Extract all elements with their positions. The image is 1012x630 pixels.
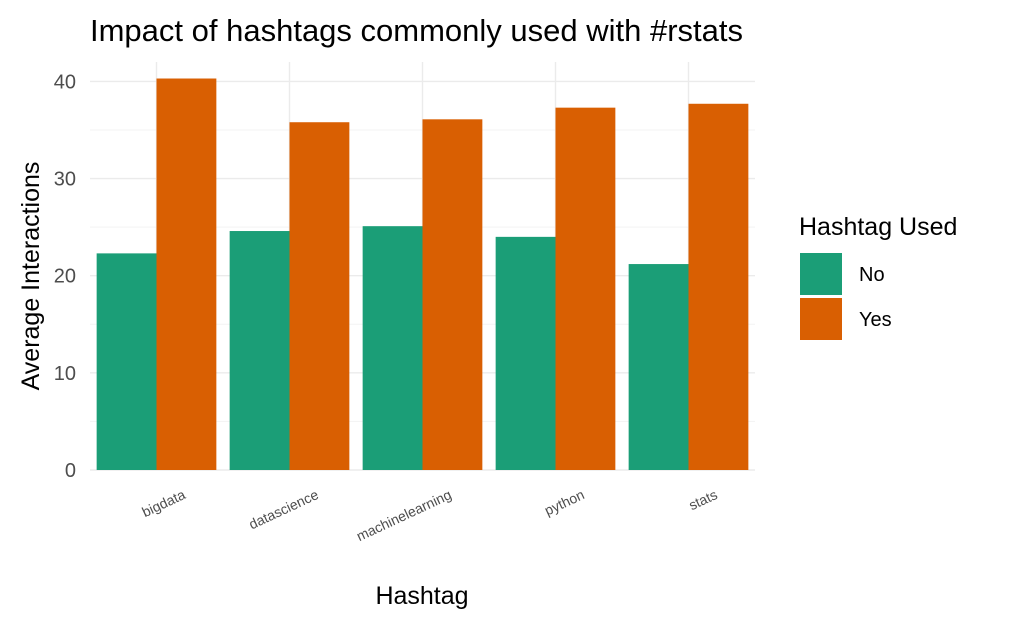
bar-bigdata-no	[96, 253, 157, 470]
bar-datascience-no	[229, 231, 290, 470]
x-tick-label: stats	[686, 486, 720, 513]
x-tick-label: bigdata	[139, 486, 188, 520]
legend-label-yes: Yes	[859, 309, 892, 331]
y-axis-ticks: 0 10 20 30 40	[54, 71, 76, 482]
legend-title: Hashtag Used	[799, 213, 957, 241]
y-tick-label: 0	[65, 460, 76, 482]
x-tick-label: machinelearning	[354, 486, 454, 544]
chart-title: Impact of hashtags commonly used with #r…	[90, 13, 743, 48]
y-tick-label: 10	[54, 363, 76, 385]
x-tick-label: datascience	[246, 486, 321, 532]
bar-bigdata-yes	[156, 78, 217, 470]
y-tick-label: 30	[54, 169, 76, 191]
x-axis-ticks: bigdata datascience machinelearning python s…	[139, 486, 719, 544]
y-axis-title: Average Interactions	[17, 162, 45, 391]
y-tick-label: 20	[54, 266, 76, 288]
y-tick-label: 40	[54, 71, 76, 93]
bar-machinelearning-no	[362, 226, 423, 470]
bar-stats-no	[628, 264, 689, 470]
bars	[96, 78, 749, 471]
x-axis-title: Hashtag	[375, 582, 468, 610]
x-tick-label: python	[542, 486, 587, 518]
legend-key-yes	[800, 298, 842, 340]
legend-label-no: No	[859, 264, 885, 286]
legend-items: No Yes	[800, 253, 892, 340]
bar-stats-yes	[688, 103, 749, 471]
bar-python-yes	[555, 107, 616, 471]
bar-python-no	[495, 236, 556, 470]
bar-datascience-yes	[289, 122, 350, 470]
bar-machinelearning-yes	[422, 119, 483, 471]
legend-key-no	[800, 253, 842, 295]
legend: Hashtag Used No Yes	[799, 213, 957, 340]
